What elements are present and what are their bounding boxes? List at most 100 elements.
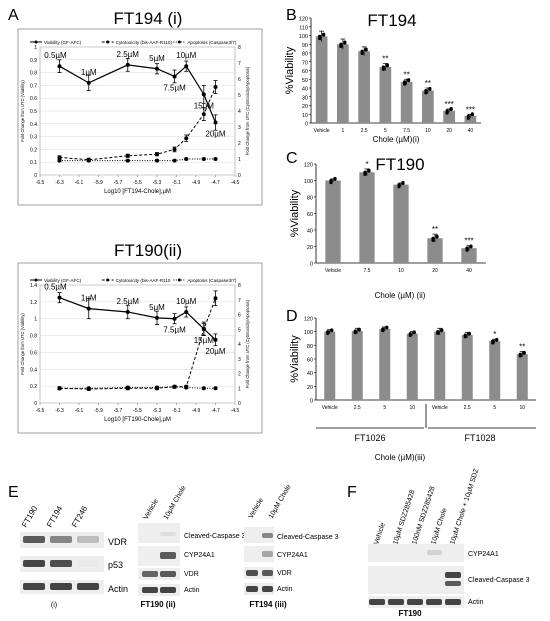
data-point xyxy=(201,157,206,161)
blot-band xyxy=(50,583,72,590)
category-label: 7.5 xyxy=(364,268,371,274)
blot-band xyxy=(142,587,158,593)
data-point xyxy=(184,136,189,141)
blot-band xyxy=(445,599,461,605)
y-tick-label-left: 0.4 xyxy=(30,122,37,128)
y-tick-label: 0 xyxy=(310,399,313,405)
y-tick-label-left: 0.8 xyxy=(30,334,37,340)
y-tick-label-right: 7 xyxy=(238,61,241,67)
x-tick-label: -4.9 xyxy=(192,180,201,186)
y-tick-label: 90 xyxy=(302,43,308,49)
data-point xyxy=(213,157,218,161)
data-point xyxy=(184,157,189,161)
dose-label: 2.5µM xyxy=(117,297,140,306)
replicate-dot xyxy=(326,330,330,334)
blot-band xyxy=(445,581,461,586)
blot-band xyxy=(262,570,273,576)
y-tick-label: 20 xyxy=(302,104,308,110)
data-point xyxy=(184,64,189,69)
series-line xyxy=(59,86,216,161)
data-point xyxy=(172,158,177,163)
y-tick-label-right: 7 xyxy=(238,298,241,304)
replicate-dot xyxy=(329,178,333,183)
y-tick-label-right: 3 xyxy=(238,125,241,131)
data-point xyxy=(57,386,62,391)
blot-membrane-cyp24a1 xyxy=(368,544,464,562)
x-axis-label-c: Chole (µM) (ii) xyxy=(375,291,426,300)
blot-band xyxy=(50,536,72,543)
data-point xyxy=(213,337,218,342)
bar xyxy=(461,248,477,263)
significance-marker: ** xyxy=(404,70,410,79)
chart-title: FT194 (i) xyxy=(114,9,183,28)
replicate-dot xyxy=(385,63,389,67)
replicate-dot xyxy=(333,176,337,181)
y-tick-label: 120 xyxy=(304,317,313,323)
bar-chart-D: 0 20 40 60 80 100 120 %Viability Vehicle 2.5 5 10 Ve… xyxy=(289,317,536,411)
replicate-dot xyxy=(463,333,467,337)
category-label: Vehicle xyxy=(314,128,330,134)
x-tick-label: -6.1 xyxy=(75,180,84,186)
y-tick-label-left: 1.2 xyxy=(30,300,37,306)
y-tick-label: 40 xyxy=(302,87,308,93)
series-line xyxy=(59,298,216,390)
replicate-dot xyxy=(424,89,428,93)
category-label: 7.5 xyxy=(403,128,410,134)
y-tick-label: 120 xyxy=(304,163,313,169)
series-line xyxy=(59,297,216,341)
replicate-dot xyxy=(436,330,440,334)
replicate-dot xyxy=(466,114,470,118)
replicate-dot xyxy=(465,246,469,250)
y-tick-label-left: 0.1 xyxy=(30,160,37,166)
data-point xyxy=(125,153,130,158)
blot-band xyxy=(427,550,442,555)
bar xyxy=(324,331,336,400)
replicate-dot xyxy=(381,67,385,71)
bar-chart-C: 0 20 40 60 80 100 120 %Viability Vehicle 7.5 * 10 20… xyxy=(289,160,486,274)
blot-band xyxy=(445,572,461,578)
band-label: Actin xyxy=(277,586,293,593)
y-tick-label-right: 2 xyxy=(238,372,241,378)
bar xyxy=(434,331,446,400)
y-tick-label: 110 xyxy=(299,25,308,31)
data-point xyxy=(125,158,130,163)
replicate-dot xyxy=(407,78,411,82)
category-label: 5 xyxy=(384,128,387,134)
bar xyxy=(461,335,473,400)
blot-band xyxy=(262,586,273,592)
data-point xyxy=(155,152,159,157)
x-tick-label: -4.5 xyxy=(231,180,240,186)
blot-membrane xyxy=(244,546,274,562)
y-tick-label-right: 5 xyxy=(238,327,241,333)
dose-label: 0.5µM xyxy=(44,283,67,292)
y-tick-label: 120 xyxy=(299,17,308,23)
legend-marker xyxy=(177,40,181,44)
data-point xyxy=(213,85,218,89)
data-point xyxy=(125,62,130,67)
category-label: 10 xyxy=(398,268,404,274)
replicate-dot xyxy=(353,329,357,333)
legend-marker xyxy=(177,278,181,282)
y-tick-label-right: 3 xyxy=(238,357,241,363)
dose-label: 7.5µM xyxy=(163,326,186,335)
replicate-dot xyxy=(339,44,343,49)
blot-band xyxy=(262,551,273,557)
data-point xyxy=(172,74,177,79)
replicate-dot xyxy=(367,168,371,172)
y-tick-label: 80 xyxy=(302,52,308,58)
blot-band xyxy=(426,599,442,605)
replicate-dot xyxy=(522,350,526,355)
y-axis-label-left: Fold Change from UTC (Viability) xyxy=(20,80,25,142)
replicate-dot xyxy=(467,331,471,335)
bar xyxy=(359,172,375,263)
x-tick-label: -5.5 xyxy=(133,408,142,414)
bar xyxy=(358,51,370,123)
dose-label: 1µM xyxy=(81,68,97,77)
panel-letter-d: D xyxy=(286,308,298,325)
x-axis-label: Log10 [FT190-Chole],µM xyxy=(104,417,171,423)
y-tick-label-right: 1 xyxy=(238,386,241,392)
dose-label: 5µM xyxy=(149,303,165,312)
bar xyxy=(393,184,409,263)
legend-label: Cytotoxicity (bis-AAF-R110) xyxy=(116,40,173,45)
